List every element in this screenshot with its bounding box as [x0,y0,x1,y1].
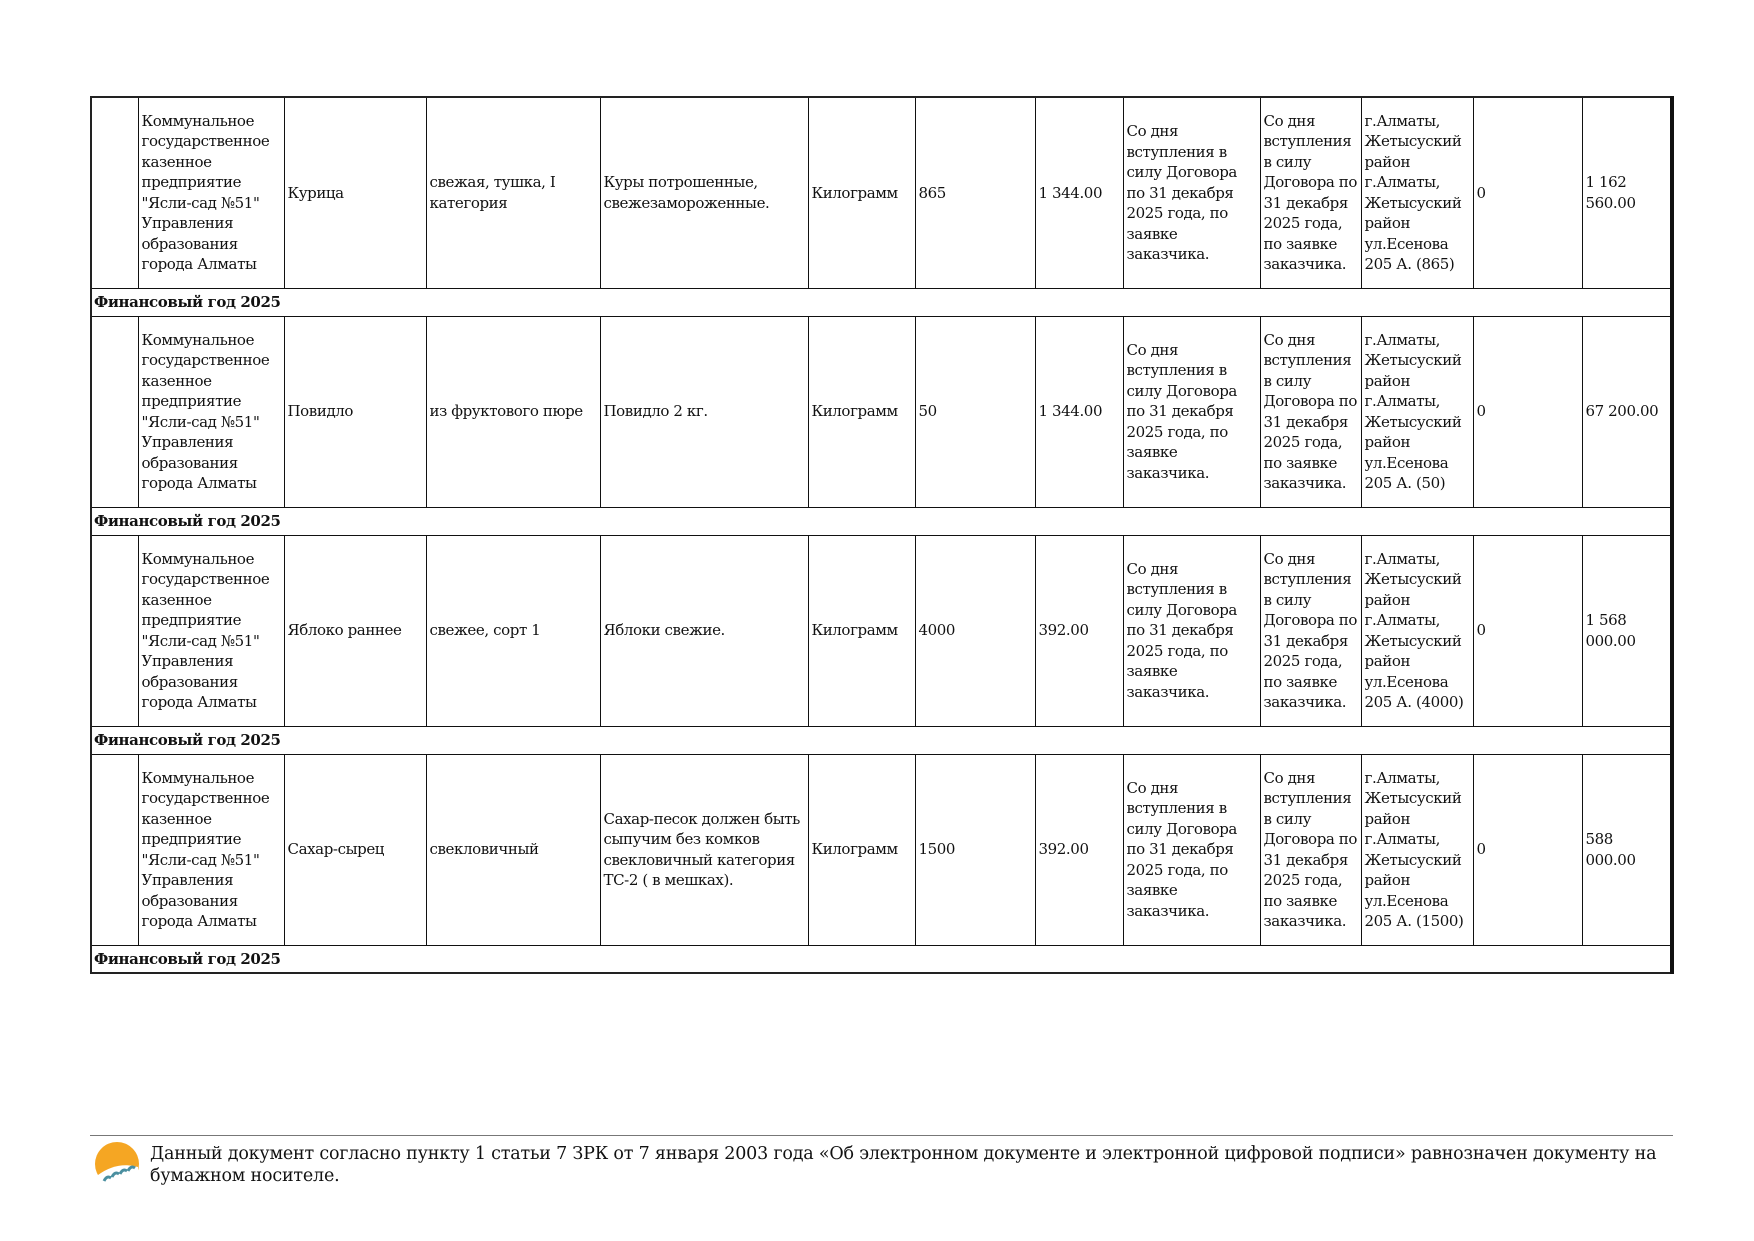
cell-customer: Коммунальное государственное казенное пр… [137,96,285,289]
cell-delivery-term2: Со дня вступления в силу Договора по 31 … [1259,753,1362,946]
cell-price: 392.00 [1034,753,1124,946]
cell-price: 1 344.00 [1034,315,1124,508]
fin-year-label: Финансовый год 2025 [90,944,1673,974]
cell-unit: Килограмм [807,534,916,727]
fin-year-row: Финансовый год 2025 [90,944,1673,974]
cell-unit: Килограмм [807,315,916,508]
cell-unit: Килограмм [807,753,916,946]
cell-advance: 0 [1472,534,1583,727]
cell-place: г.Алматы, Жетысуский район г.Алматы, Жет… [1360,753,1474,946]
footer-legal-notice: Данный документ согласно пункту 1 статьи… [150,1144,1657,1186]
cell-description: Яблоки свежие. [599,534,809,727]
cell-total: 1 568 000.00 [1581,534,1673,727]
cell-delivery-term: Со дня вступления в силу Договора по 31 … [1122,315,1261,508]
cell-name: Курица [283,96,427,289]
cell-number [90,315,139,508]
cell-total: 67 200.00 [1581,315,1673,508]
cell-price: 1 344.00 [1034,96,1124,289]
cell-quantity: 50 [914,315,1036,508]
cell-delivery-term2: Со дня вступления в силу Договора по 31 … [1259,534,1362,727]
egov-logo-icon [95,1142,139,1187]
cell-place: г.Алматы, Жетысуский район г.Алматы, Жет… [1360,534,1474,727]
cell-delivery-term: Со дня вступления в силу Договора по 31 … [1122,753,1261,946]
cell-place: г.Алматы, Жетысуский район г.Алматы, Жет… [1360,315,1474,508]
cell-advance: 0 [1472,315,1583,508]
cell-characteristics: свекловичный [425,753,601,946]
cell-name: Повидло [283,315,427,508]
cell-total: 588 000.00 [1581,753,1673,946]
cell-delivery-term2: Со дня вступления в силу Договора по 31 … [1259,315,1362,508]
cell-customer: Коммунальное государственное казенное пр… [137,534,285,727]
cell-description: Куры потрошенные, свежезамороженные. [599,96,809,289]
cell-number [90,753,139,946]
cell-price: 392.00 [1034,534,1124,727]
cell-characteristics: свежее, сорт 1 [425,534,601,727]
cell-delivery-term: Со дня вступления в силу Договора по 31 … [1122,534,1261,727]
fin-year-label: Финансовый год 2025 [90,725,1673,755]
table-row: Коммунальное государственное казенное пр… [90,315,1673,508]
fin-year-row: Финансовый год 2025 [90,287,1673,317]
cell-number [90,534,139,727]
cell-place: г.Алматы, Жетысуский район г.Алматы, Жет… [1360,96,1474,289]
cell-total: 1 162 560.00 [1581,96,1673,289]
fin-year-row: Финансовый год 2025 [90,725,1673,755]
cell-description: Сахар-песок должен быть сыпучим без комк… [599,753,809,946]
cell-quantity: 865 [914,96,1036,289]
cell-delivery-term2: Со дня вступления в силу Договора по 31 … [1259,96,1362,289]
table-row: Коммунальное государственное казенное пр… [90,96,1673,289]
fin-year-label: Финансовый год 2025 [90,506,1673,536]
fin-year-row: Финансовый год 2025 [90,506,1673,536]
cell-advance: 0 [1472,753,1583,946]
cell-quantity: 4000 [914,534,1036,727]
fin-year-label: Финансовый год 2025 [90,287,1673,317]
cell-name: Сахар-сырец [283,753,427,946]
cell-characteristics: свежая, тушка, I категория [425,96,601,289]
cell-name: Яблоко раннее [283,534,427,727]
cell-customer: Коммунальное государственное казенное пр… [137,315,285,508]
cell-description: Повидло 2 кг. [599,315,809,508]
cell-delivery-term: Со дня вступления в силу Договора по 31 … [1122,96,1261,289]
table-row: Коммунальное государственное казенное пр… [90,534,1673,727]
table-row: Коммунальное государственное казенное пр… [90,753,1673,946]
procurement-table: Коммунальное государственное казенное пр… [90,96,1674,974]
cell-unit: Килограмм [807,96,916,289]
cell-advance: 0 [1472,96,1583,289]
cell-characteristics: из фруктового пюре [425,315,601,508]
cell-quantity: 1500 [914,753,1036,946]
cell-customer: Коммунальное государственное казенное пр… [137,753,285,946]
cell-number [90,96,139,289]
footer-divider [90,1135,1673,1136]
